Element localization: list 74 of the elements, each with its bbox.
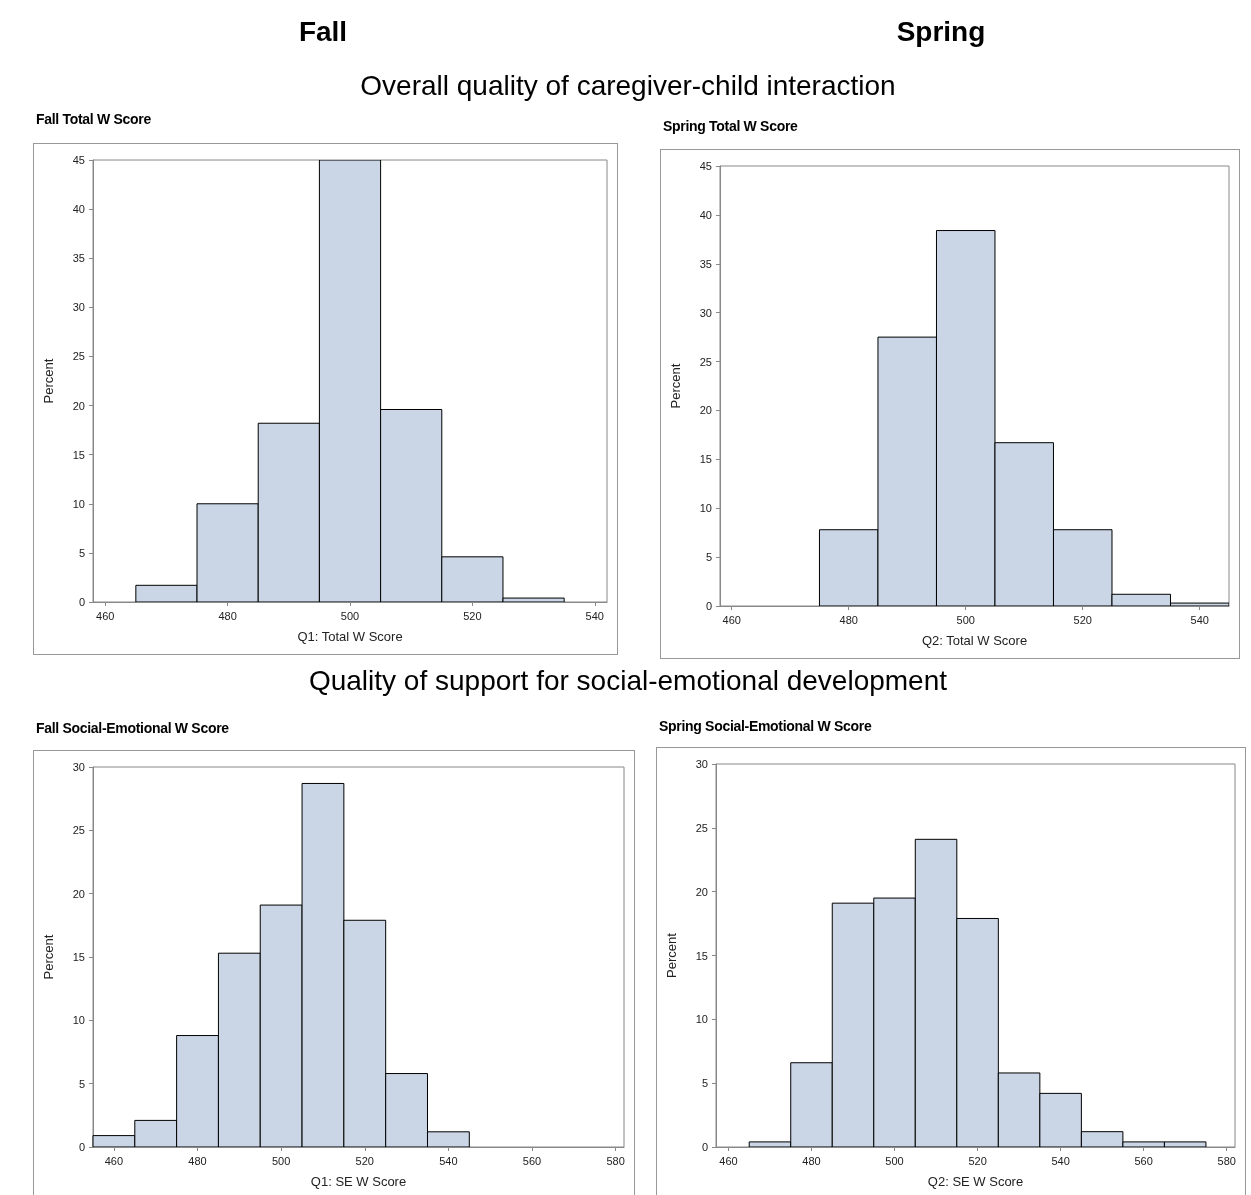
y-tick-label: 35 (72, 252, 85, 265)
x-tick-label: 560 (1134, 1154, 1153, 1167)
x-tick-label: 520 (1073, 613, 1092, 626)
x-tick-label: 460 (719, 1154, 738, 1167)
y-tick-label: 30 (699, 306, 712, 319)
y-tick-label: 20 (72, 887, 85, 900)
x-tick-label: 540 (585, 609, 604, 622)
y-tick-label: 30 (72, 301, 85, 314)
y-tick-label: 10 (72, 497, 85, 510)
y-tick-label: 25 (72, 824, 85, 837)
x-tick-label: 520 (355, 1154, 374, 1167)
y-tick-label: 5 (78, 1077, 85, 1090)
x-tick-label: 500 (956, 613, 975, 626)
x-tick-label: 460 (96, 609, 115, 622)
y-tick-label: 45 (699, 160, 712, 172)
chart-title: Fall Total W Score (36, 111, 151, 127)
y-tick-label: 30 (72, 761, 85, 773)
y-tick-label: 30 (695, 758, 708, 770)
x-axis-title: Q1: Total W Score (297, 629, 403, 644)
y-tick-label: 0 (78, 1141, 85, 1153)
y-tick-label: 20 (72, 399, 85, 412)
y-tick-label: 15 (72, 448, 85, 461)
x-tick-label: 540 (1190, 613, 1209, 626)
y-tick-label: 15 (72, 951, 85, 963)
chart-subtitle: Overall quality of caregiver-child interaction (359, 70, 897, 102)
x-tick-label: 460 (722, 613, 741, 626)
y-tick-label: 10 (72, 1014, 85, 1027)
y-tick-label: 0 (701, 1141, 708, 1153)
y-tick-label: 20 (695, 885, 708, 898)
y-tick-label: 15 (699, 453, 712, 466)
x-tick-label: 580 (606, 1154, 625, 1167)
x-axis-title: Q1: SE W Score (310, 1174, 407, 1189)
text: Fall (297, 16, 349, 48)
x-tick-label: 520 (968, 1154, 987, 1167)
x-tick-label: 500 (340, 609, 360, 622)
x-tick-label: 480 (802, 1154, 821, 1167)
text: Spring (895, 16, 987, 48)
x-tick-label: 480 (839, 613, 858, 626)
chart-title: Spring Total W Score (663, 118, 798, 134)
y-tick-label: 35 (699, 257, 712, 270)
y-tick-label: 45 (72, 154, 85, 166)
x-tick-label: 540 (439, 1154, 458, 1167)
x-axis-title: Q2: Total W Score (921, 633, 1028, 648)
y-tick-label: 5 (705, 551, 712, 564)
y-tick-label: 10 (695, 1013, 708, 1026)
y-tick-label: 25 (695, 821, 708, 834)
x-tick-label: 520 (463, 609, 482, 622)
y-tick-label: 20 (699, 404, 712, 417)
y-tick-label: 5 (78, 546, 85, 559)
chart-subtitle: Quality of support for social-emotional development (307, 665, 949, 697)
y-tick-label: 5 (701, 1077, 708, 1090)
chart-title: Spring Social-Emotional W Score (659, 718, 872, 734)
y-tick-label: 40 (699, 208, 712, 221)
x-tick-label: 540 (1051, 1154, 1070, 1167)
y-tick-label: 40 (72, 203, 85, 216)
y-tick-label: 0 (78, 596, 85, 608)
x-tick-label: 500 (271, 1154, 291, 1167)
x-tick-label: 560 (522, 1154, 542, 1167)
y-tick-label: 0 (705, 600, 712, 612)
x-tick-label: 480 (218, 609, 237, 622)
x-tick-label: 460 (104, 1154, 124, 1167)
y-axis-title: Percent (41, 358, 56, 404)
y-axis-title: Percent (664, 932, 679, 978)
y-tick-label: 15 (695, 949, 708, 962)
x-axis-title: Q2: SE W Score (927, 1174, 1024, 1189)
chart-title: Fall Social-Emotional W Score (36, 720, 229, 736)
y-axis-title: Percent (41, 934, 56, 980)
y-tick-label: 25 (72, 350, 85, 363)
y-tick-label: 10 (699, 502, 712, 515)
x-tick-label: 580 (1217, 1154, 1236, 1167)
y-tick-label: 25 (699, 355, 712, 368)
x-tick-label: 500 (885, 1154, 904, 1167)
y-axis-title: Percent (668, 363, 683, 409)
x-tick-label: 480 (188, 1154, 207, 1167)
